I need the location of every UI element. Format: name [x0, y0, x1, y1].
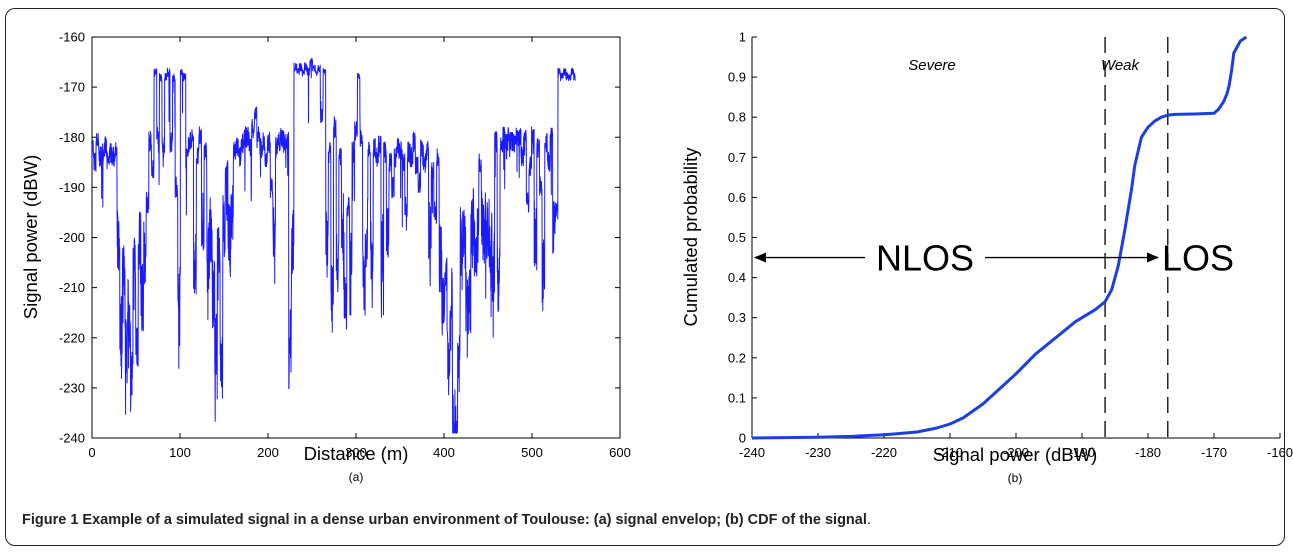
x-axis-label-a: Distance (m)	[304, 443, 409, 464]
x-tick-label-b: -180	[1135, 445, 1161, 460]
y-tick-label-b: 0.6	[728, 190, 746, 205]
y-tick-label-a: -210	[59, 280, 85, 295]
y-tick-label-b: 0.8	[728, 110, 746, 125]
y-tick-label-b: 0.3	[728, 310, 746, 325]
y-tick-label-a: -230	[59, 380, 85, 395]
y-tick-label-a: -200	[59, 230, 85, 245]
figure-caption: Figure 1 Example of a simulated signal i…	[22, 512, 1272, 528]
severe-label: Severe	[908, 57, 956, 74]
y-tick-label-a: -160	[59, 30, 85, 45]
x-tick-label-b: -160	[1267, 445, 1293, 460]
x-axis-label-b: Signal power (dBW)	[933, 444, 1098, 465]
weak-label: Weak	[1101, 57, 1141, 74]
y-tick-label-b: 0.1	[728, 390, 746, 405]
y-tick-label-b: 0.4	[728, 270, 746, 285]
y-tick-label-a: -220	[59, 330, 85, 345]
x-tick-label-a: 600	[609, 445, 631, 460]
chart-cdf: -240 -230 -220 -210 -200 -190 -180 -170 -160 0 0.1…	[680, 30, 1293, 486]
x-tick-label-b: -220	[871, 445, 897, 460]
x-tick-label-b: -190	[1069, 445, 1095, 460]
y-axis-label-b: Cumulated probability	[680, 147, 701, 327]
panel-label-b: (b)	[1008, 471, 1023, 485]
x-tick-label-a: 200	[257, 445, 279, 460]
x-tick-label-b: -210	[937, 445, 963, 460]
y-tick-label-b: 0	[739, 431, 746, 446]
caption-text: Figure 1 Example of a simulated signal i…	[22, 512, 867, 528]
signal-power-series	[92, 57, 576, 434]
x-tick-label-b: -230	[805, 445, 831, 460]
y-tick-label-b: 1	[739, 30, 746, 45]
x-tick-label-b: -170	[1201, 445, 1227, 460]
x-tick-label-a: 100	[169, 445, 191, 460]
x-tick-label-a: 400	[433, 445, 455, 460]
x-tick-label-a: 500	[521, 445, 543, 460]
caption-period: .	[866, 512, 871, 528]
x-tick-label-b: -200	[1003, 445, 1029, 460]
x-tick-label-a: 300	[345, 445, 367, 460]
nlos-label: NLOS	[876, 238, 974, 279]
y-tick-label-b: 0.9	[728, 70, 746, 85]
cdf-series	[752, 35, 1248, 440]
chart-signal-envelope: 0 100 200 300 400 500 600 -240 -230 -220 -210 -200 -…	[20, 30, 631, 485]
y-tick-label-a: -180	[59, 130, 85, 145]
los-label: LOS	[1162, 238, 1234, 279]
y-tick-label-a: -190	[59, 180, 85, 195]
plot-area-a	[91, 36, 621, 439]
x-tick-label-a: 0	[88, 445, 95, 460]
y-tick-label-a: -240	[59, 431, 85, 446]
y-tick-label-b: 0.5	[728, 230, 746, 245]
y-tick-label-a: -170	[59, 80, 85, 95]
plot-area-b	[752, 37, 1280, 438]
panel-label-a: (a)	[349, 470, 364, 484]
y-axis-label-a: Signal power (dBW)	[20, 155, 41, 320]
x-tick-label-b: -240	[739, 445, 765, 460]
y-tick-label-b: 0.2	[728, 350, 746, 365]
y-tick-label-b: 0.7	[728, 150, 746, 165]
